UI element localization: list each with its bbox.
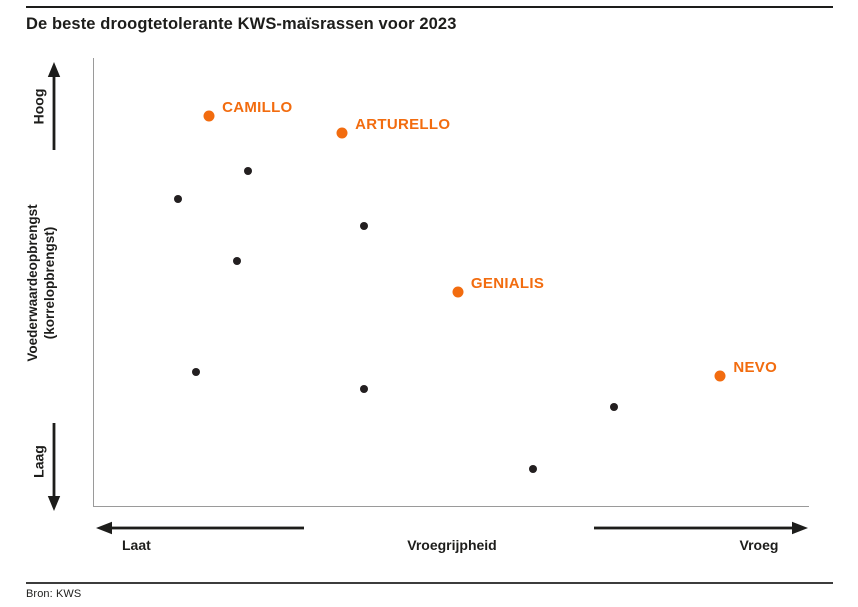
y-axis-title: Voederwaardeopbrengst (korrelopbrengst) — [24, 153, 58, 413]
y-axis-up-arrow — [47, 62, 61, 150]
variety-dot — [336, 127, 348, 139]
other-variety-dot — [360, 221, 369, 230]
other-variety-dot — [609, 403, 618, 412]
variety-label: GENIALIS — [470, 274, 545, 292]
other-variety-dot — [360, 384, 369, 393]
other-variety-dot — [192, 368, 201, 377]
page-title: De beste droogtetolerante KWS-maïsrassen… — [26, 15, 457, 33]
x-axis-left-label: Laat — [122, 537, 151, 553]
x-axis-right-arrow — [594, 521, 808, 535]
variety-dot — [714, 370, 726, 382]
variety-dot — [203, 110, 215, 122]
other-variety-dot — [529, 464, 537, 473]
y-axis-top-label: Hoog — [30, 88, 47, 125]
source-text: Bron: KWS — [26, 588, 82, 600]
x-axis-left-arrow — [96, 521, 304, 535]
variety-label: ARTURELLO — [355, 116, 451, 134]
plot-area: CAMILLO ARTURELLO GENIALIS NEVO — [93, 58, 809, 507]
variety-label: CAMILLO — [222, 99, 293, 117]
y-axis-title-line2: (korrelopbrengst) — [42, 226, 57, 340]
y-axis-down-arrow — [47, 423, 61, 511]
other-variety-dot — [173, 194, 182, 203]
variety-label: NEVO — [733, 358, 778, 376]
footer-rule — [26, 582, 833, 584]
y-axis-title-line1: Voederwaardeopbrengst — [25, 204, 40, 362]
x-axis-right-label: Vroeg — [739, 537, 779, 553]
x-axis-title: Vroegrijpheid — [407, 537, 497, 553]
other-variety-dot — [243, 167, 252, 176]
other-variety-dot — [233, 256, 241, 265]
top-rule — [26, 6, 833, 8]
variety-dot — [452, 286, 464, 298]
